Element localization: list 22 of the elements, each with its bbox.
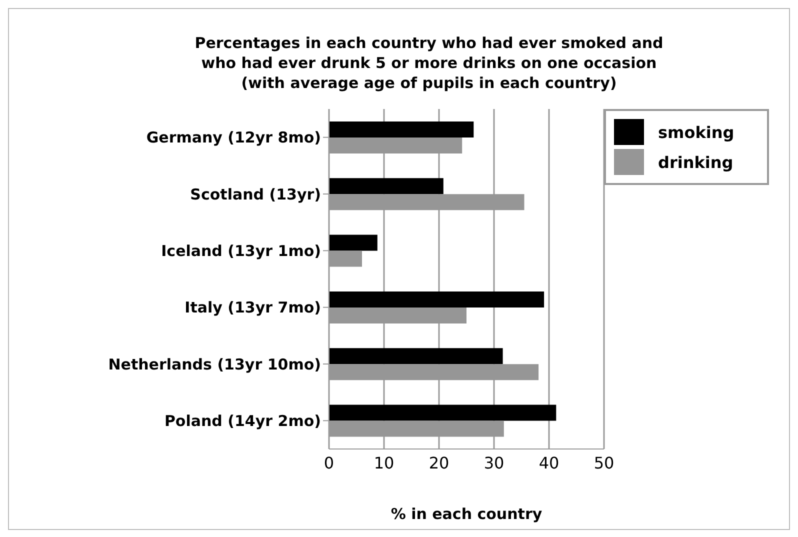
x-tick-label: 30	[484, 453, 504, 472]
y-tick-label: Netherlands (13yr 10mo)	[108, 355, 321, 374]
y-tick-label: Italy (13yr 7mo)	[184, 298, 321, 317]
bar	[329, 178, 444, 194]
x-tick-label: 20	[428, 453, 450, 472]
legend-label: drinking	[657, 152, 734, 174]
chart-title: Percentages in each country who had ever smoked and who had ever drunk 5 or more drinks on one occasion (with average age of pupils in each country)	[194, 33, 664, 93]
x-axis-title: % in each country	[390, 505, 542, 523]
bar	[329, 234, 378, 251]
y-tick-label: Poland (14yr 2mo)	[164, 412, 321, 430]
bar	[329, 121, 474, 138]
bar	[329, 291, 544, 308]
bar	[329, 348, 503, 364]
bar	[329, 404, 556, 421]
x-tick-label: 50	[594, 453, 614, 472]
x-tick-label: 0	[324, 453, 334, 472]
legend-label: smoking	[657, 122, 736, 144]
y-tick-label: Scotland (13yr)	[190, 185, 321, 204]
y-tick-label: Germany (12yr 8mo)	[146, 128, 321, 147]
x-tick-label: 40	[538, 453, 560, 472]
y-tick-label: Iceland (13yr 1mo)	[161, 242, 321, 260]
x-tick-label: 10	[374, 453, 394, 472]
